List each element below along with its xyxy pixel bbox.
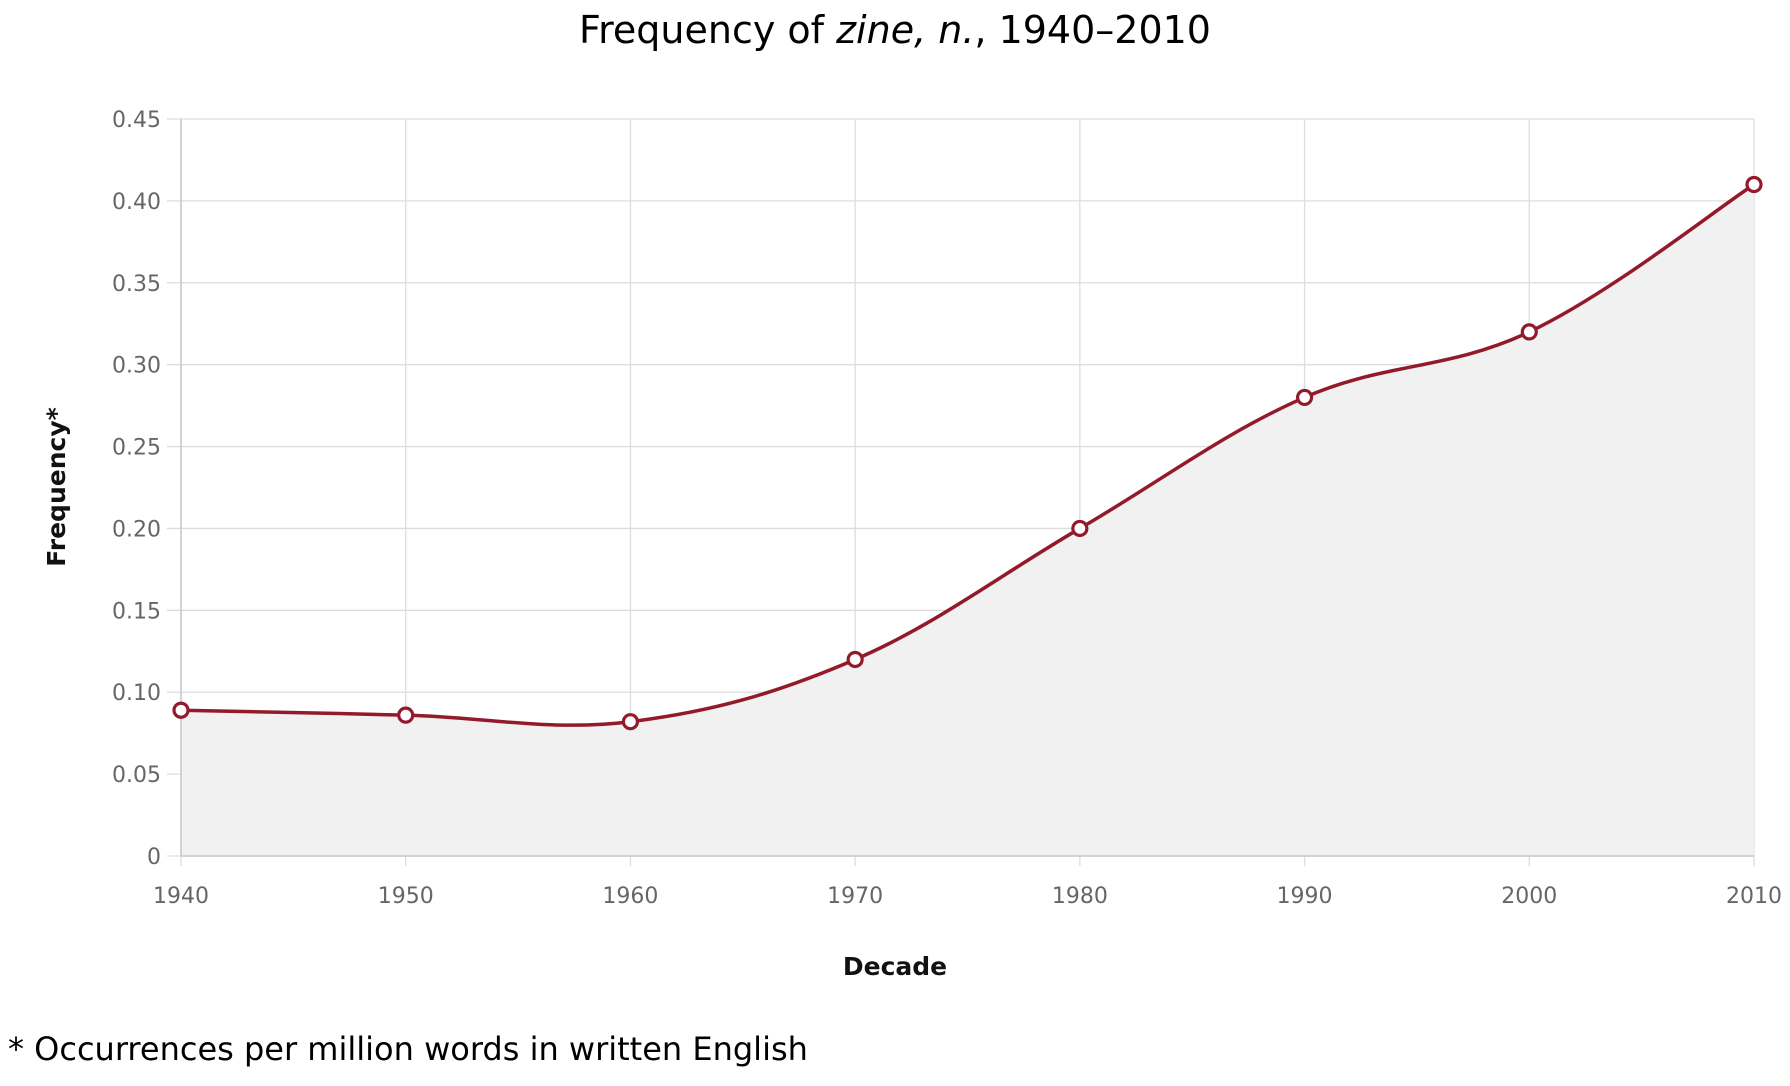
data-markers [172,175,1763,731]
chart-title: Frequency of zine, n., 1940–2010 [579,8,1211,52]
y-axis-label: Frequency* [42,407,71,566]
x-tick-label: 1940 [153,884,209,909]
x-tick-label: 2000 [1501,884,1557,909]
y-tick-label: 0.15 [112,599,161,624]
y-axis-ticks: 0 0.05 0.10 0.15 0.20 0.25 0.30 0.35 0.40 0.45 [112,108,161,870]
x-tick-label: 1960 [602,884,658,909]
data-point-marker[interactable] [1745,175,1763,194]
data-point-marker[interactable] [1520,323,1538,341]
y-tick-label: 0.35 [112,272,161,297]
data-point-marker[interactable] [846,650,864,669]
y-tick-label: 0.10 [112,681,161,706]
x-tick-label: 1990 [1277,884,1333,909]
x-tick-label: 2010 [1726,884,1782,909]
y-tick-label: 0.30 [112,354,161,379]
series-line [180,183,1755,727]
data-line [180,183,1755,727]
y-tick-label: 0.40 [112,190,161,215]
axes [180,119,1754,857]
y-tick-label: 0.45 [112,108,161,133]
x-axis-ticks: 1940 1950 1960 1970 1980 1990 2000 2010 [153,884,1782,909]
y-tick-label: 0 [147,845,161,870]
data-point-marker[interactable] [621,713,640,731]
area-fill [181,184,1754,856]
y-tick-label: 0.20 [112,517,161,542]
y-tick-label: 0.05 [112,763,161,788]
x-axis-label: Decade [843,952,947,981]
data-point-marker[interactable] [397,706,415,724]
footnote: * Occurrences per million words in writt… [8,1030,808,1068]
x-tick-label: 1970 [827,884,883,909]
y-tick-label: 0.25 [112,436,161,461]
data-point-marker[interactable] [172,701,190,719]
data-point-marker[interactable] [1295,388,1314,407]
x-tick-label: 1980 [1052,884,1108,909]
data-point-marker[interactable] [1071,519,1089,538]
x-tick-label: 1950 [378,884,434,909]
